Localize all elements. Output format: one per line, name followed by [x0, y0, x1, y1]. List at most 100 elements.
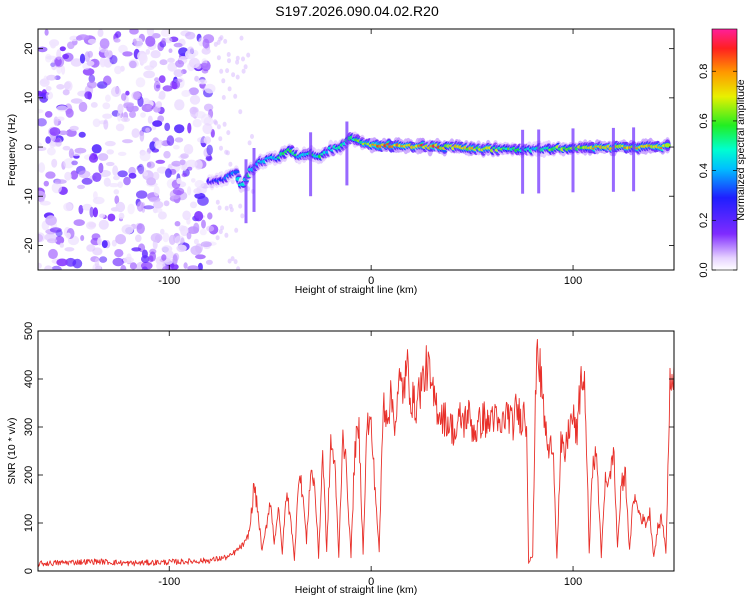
y-tick-label: 200	[23, 466, 35, 484]
noise-blob	[121, 117, 130, 123]
noise-blob	[201, 47, 211, 55]
noise-blob	[45, 215, 57, 226]
noise-blob	[39, 200, 51, 206]
noise-blob	[159, 59, 168, 66]
signal-streak	[571, 128, 575, 193]
noise-blob	[215, 199, 220, 205]
noise-blob	[217, 205, 222, 211]
noise-blob	[104, 140, 116, 147]
noise-blob	[203, 136, 211, 145]
noise-blob	[186, 217, 191, 225]
noise-blob	[183, 144, 194, 155]
noise-blob	[129, 110, 136, 118]
noise-blob	[131, 91, 141, 100]
noise-blob	[88, 74, 96, 83]
noise-blob	[145, 48, 150, 55]
noise-blob	[136, 190, 148, 199]
noise-blob	[118, 212, 125, 220]
noise-blob	[167, 57, 175, 63]
noise-blob	[216, 124, 221, 130]
colorbar-tick-label: 0.6	[698, 113, 710, 128]
noise-blob	[49, 127, 61, 136]
noise-blob	[187, 46, 195, 55]
x-tick-label: -100	[158, 275, 180, 287]
noise-blob	[139, 151, 151, 162]
noise-blob	[97, 29, 104, 37]
noise-blob	[94, 257, 100, 268]
spectrogram-x-axis-label: Height of straight line (km)	[295, 284, 418, 296]
noise-blob	[47, 147, 56, 156]
noise-blob	[65, 232, 71, 239]
noise-blob	[224, 232, 229, 238]
noise-blob	[82, 68, 95, 76]
noise-blob	[127, 203, 135, 215]
noise-blob	[64, 247, 75, 252]
noise-blob	[86, 221, 96, 230]
noise-blob	[230, 179, 235, 185]
noise-blob	[241, 68, 246, 74]
y-tick-label: 20	[23, 43, 35, 55]
noise-blob	[125, 90, 130, 96]
noise-blob	[80, 235, 85, 241]
noise-blob	[204, 83, 216, 94]
noise-blob	[146, 177, 157, 186]
noise-blob	[106, 161, 115, 167]
noise-blob	[151, 33, 161, 39]
noise-blob	[152, 171, 160, 181]
noise-blob	[48, 248, 58, 260]
noise-blob	[174, 221, 181, 227]
noise-blob	[149, 60, 158, 68]
noise-blob	[81, 177, 93, 185]
spectrogram-y-axis-label: Frequency (Hz)	[6, 114, 18, 186]
noise-blob	[162, 232, 170, 243]
noise-blob	[174, 124, 185, 134]
noise-blob	[205, 259, 213, 265]
noise-blob	[167, 62, 178, 72]
noise-blob	[181, 90, 191, 97]
spectrogram-frame	[37, 28, 675, 271]
noise-blob	[206, 144, 213, 156]
noise-blob	[162, 85, 173, 92]
noise-blob	[56, 105, 68, 112]
noise-blob	[113, 189, 120, 195]
noise-blob	[162, 265, 172, 270]
y-tick-label: 0	[23, 144, 35, 150]
noise-blob	[148, 255, 154, 263]
noise-blob	[238, 109, 243, 115]
noise-blob	[44, 111, 53, 118]
noise-blob	[156, 166, 168, 174]
noise-blob	[186, 166, 193, 171]
noise-blob	[233, 259, 238, 265]
noise-blob	[223, 38, 228, 44]
noise-blob	[63, 158, 75, 169]
signal-streak	[521, 129, 525, 194]
noise-blob	[143, 205, 155, 210]
noise-blob	[202, 38, 210, 49]
noise-blob	[78, 170, 91, 179]
y-tick-label: 0	[23, 568, 35, 574]
noise-blob	[103, 119, 109, 130]
noise-blob	[132, 38, 137, 46]
noise-blob	[78, 101, 88, 112]
noise-blob	[233, 93, 238, 99]
noise-blob	[227, 58, 231, 64]
noise-blob	[147, 115, 153, 124]
snr-y-axis-label: SNR (10 * v/v)	[6, 417, 18, 484]
noise-blob	[45, 91, 54, 100]
noise-blob	[146, 104, 152, 110]
noise-blob	[138, 53, 148, 64]
noise-blob	[129, 60, 137, 69]
noise-blob	[194, 75, 200, 82]
noise-blob	[195, 111, 206, 119]
noise-blob	[51, 265, 62, 270]
noise-blob	[97, 237, 102, 246]
noise-blob	[84, 91, 92, 100]
noise-blob	[54, 235, 65, 245]
noise-blob	[225, 150, 230, 156]
noise-blob	[106, 149, 114, 155]
noise-blob	[45, 86, 52, 91]
noise-blob	[90, 102, 98, 108]
noise-blob	[97, 153, 109, 161]
noise-blob	[98, 162, 104, 174]
noise-blob	[187, 265, 199, 270]
